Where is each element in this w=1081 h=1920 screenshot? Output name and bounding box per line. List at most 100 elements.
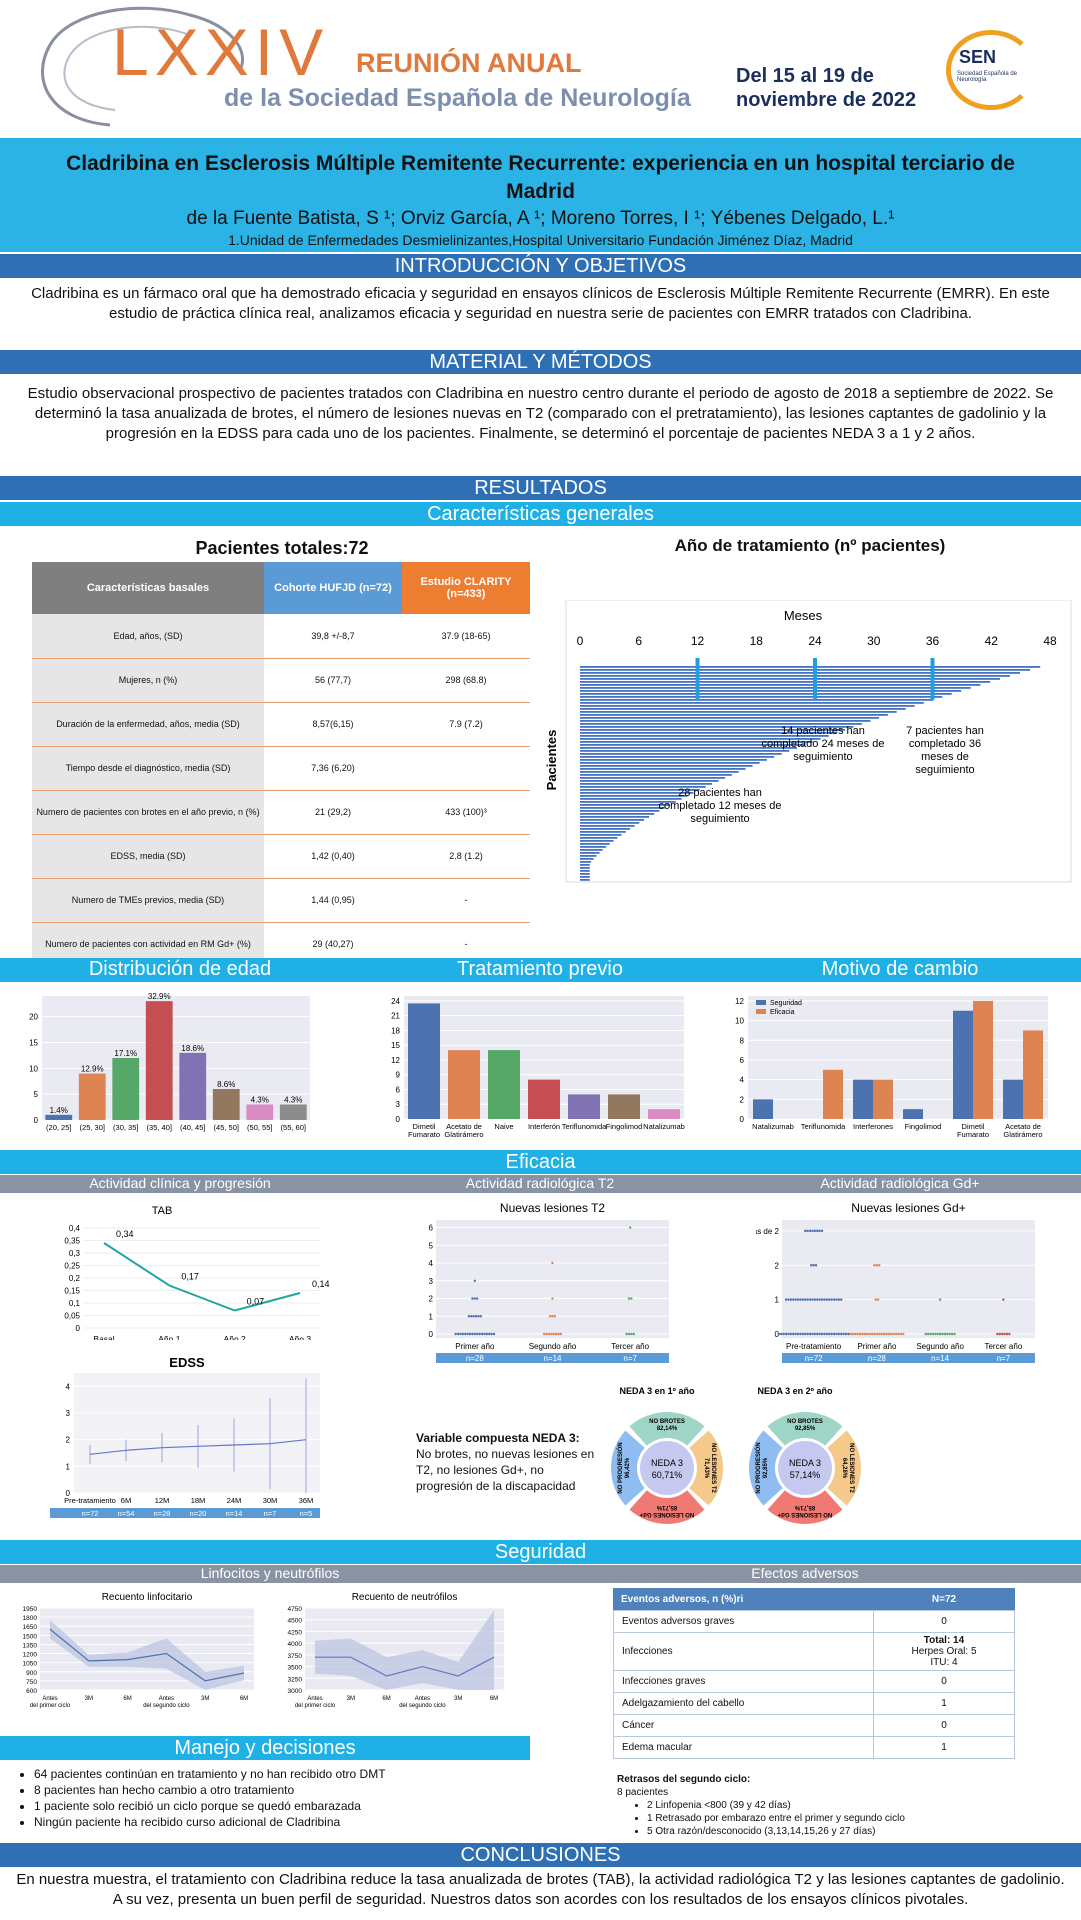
ae-header-1: Eventos adversos, n (%)ri bbox=[621, 1593, 744, 1605]
data-point bbox=[840, 1298, 843, 1301]
data-point bbox=[628, 1226, 632, 1229]
data-point bbox=[557, 1332, 560, 1336]
y-tick: 0,15 bbox=[64, 1287, 80, 1296]
x-tick: 0 bbox=[577, 634, 584, 648]
data-point bbox=[801, 1332, 805, 1336]
y-tick: 1800 bbox=[23, 1615, 38, 1622]
neda-label-bottom: NO LESIONES Gd+85,71% bbox=[639, 1504, 694, 1517]
list-item: 64 pacientes continúan en tratamiento y … bbox=[34, 1766, 586, 1782]
y-tick: 0 bbox=[34, 1116, 39, 1125]
intro-text: Cladribina es un fármaco oral que ha dem… bbox=[31, 285, 1050, 322]
y-tick: 3750 bbox=[288, 1653, 303, 1660]
tab-line-chart: TAB 0 0,05 0,1 0,15 0,2 0,25 0,3 0,35 0,4 0,34 0,17… bbox=[64, 1205, 329, 1340]
baseline-cell: 2.8 (1.2) bbox=[402, 834, 530, 879]
patient-bar bbox=[580, 690, 962, 692]
conference-dates: Del 15 al 19 de noviembre de 2022 bbox=[736, 65, 917, 111]
n-label: n=20 bbox=[190, 1509, 207, 1518]
data-point bbox=[847, 1332, 850, 1336]
n-label: n=54 bbox=[118, 1509, 135, 1518]
neda-label-right: NO LESIONES T264,28% bbox=[841, 1443, 854, 1493]
list-item: 5 Otra razón/desconocido (3,13,14,15,26 … bbox=[647, 1825, 905, 1838]
data-point bbox=[799, 1332, 802, 1336]
data-point bbox=[842, 1332, 845, 1336]
patient-bar bbox=[580, 828, 631, 830]
neda-segment-left bbox=[749, 1430, 783, 1506]
ae-row: Infecciones Total: 14 Herpes Oral: 5 ITU: 4 bbox=[613, 1632, 1015, 1671]
data-point bbox=[832, 1332, 836, 1336]
patient-bar bbox=[580, 834, 622, 836]
x-tick: Dimetil Fumarato bbox=[957, 1122, 989, 1139]
data-point bbox=[876, 1298, 880, 1301]
ae-header-2: N=72 bbox=[931, 1593, 957, 1605]
neda-label-left: NO PROGRESIÓN96,42% bbox=[616, 1442, 631, 1493]
methods-text: Estudio observacional prospectivo de pac… bbox=[27, 385, 1054, 442]
baseline-row: Duración de la enfermedad, años, media (… bbox=[32, 702, 530, 747]
patient-bar bbox=[580, 822, 640, 824]
x-tick: 3M bbox=[347, 1696, 355, 1702]
row2-band bbox=[0, 958, 1081, 982]
y-axis-label: Pacientes bbox=[544, 730, 559, 791]
y-tick: 0 bbox=[396, 1115, 401, 1124]
manage-list: 64 pacientes continúan en tratamiento y … bbox=[26, 1766, 586, 1830]
n-label: n=7 bbox=[264, 1509, 277, 1518]
data-point bbox=[820, 1229, 824, 1233]
y-tick: 1200 bbox=[23, 1652, 38, 1659]
patient-bar bbox=[580, 798, 682, 800]
patient-bar bbox=[580, 702, 924, 704]
x-tick: Año 1 bbox=[158, 1334, 180, 1340]
x-tick: Antes del segundo ciclo bbox=[399, 1696, 446, 1709]
x-tick: Interferón bbox=[528, 1122, 560, 1131]
patient-bar bbox=[580, 741, 813, 743]
data-point bbox=[461, 1332, 465, 1336]
bar bbox=[448, 1050, 480, 1119]
baseline-cell: 56 (77,7) bbox=[264, 658, 402, 703]
milestone-marker bbox=[930, 658, 935, 700]
x-tick: (55, 60] bbox=[281, 1123, 306, 1132]
patient-bar bbox=[580, 735, 829, 737]
x-tick: 6M bbox=[121, 1496, 131, 1505]
data-point bbox=[840, 1332, 843, 1336]
ae-row: Infecciones graves 0 bbox=[613, 1670, 1015, 1693]
y-tick: 0 bbox=[775, 1330, 780, 1339]
mean-line bbox=[49, 1628, 245, 1682]
data-point bbox=[804, 1229, 807, 1233]
x-tick: 12 bbox=[691, 634, 705, 648]
neda-center-label: NEDA 3 bbox=[651, 1458, 683, 1468]
baseline-row: EDSS, media (SD) 1,42 (0,40) 2.8 (1.2) bbox=[32, 834, 530, 879]
data-point bbox=[818, 1229, 821, 1233]
baseline-header-1: Características basales bbox=[32, 562, 264, 614]
n-label: n=28 bbox=[868, 1354, 887, 1363]
data-point bbox=[812, 1264, 815, 1267]
ci-band bbox=[50, 1620, 244, 1690]
patient-bar bbox=[580, 705, 915, 707]
data-point bbox=[813, 1332, 817, 1336]
patient-bar bbox=[580, 870, 590, 872]
data-point bbox=[929, 1332, 932, 1336]
data-point bbox=[464, 1332, 467, 1336]
data-point bbox=[799, 1298, 802, 1301]
data-point bbox=[996, 1332, 999, 1336]
baseline-cell: 8,57(6,15) bbox=[264, 702, 402, 747]
patient-bar bbox=[580, 762, 760, 764]
baseline-cell: 1,42 (0,40) bbox=[264, 834, 402, 879]
y-tick: 0 bbox=[66, 1489, 71, 1498]
ae-row: Cáncer 0 bbox=[613, 1714, 1015, 1737]
neda-label-top: NO BROTES 92,85% bbox=[787, 1419, 823, 1432]
legend-entry: Eficacia bbox=[770, 1009, 795, 1016]
data-point bbox=[471, 1332, 474, 1336]
baseline-cell: Mujeres, n (%) bbox=[32, 658, 264, 703]
patient-bar bbox=[580, 774, 732, 776]
x-tick: Natalizumab bbox=[752, 1122, 794, 1131]
efficacy-subbar bbox=[0, 1175, 1081, 1193]
data-point bbox=[873, 1332, 876, 1336]
data-point bbox=[554, 1332, 558, 1336]
data-point bbox=[789, 1298, 793, 1301]
patient-bar bbox=[580, 825, 635, 827]
y-tick: 12 bbox=[391, 1056, 400, 1065]
edss-line bbox=[89, 1439, 307, 1455]
baseline-cell: 21 (29,2) bbox=[264, 790, 402, 835]
neda-label-bottom: NO LESIONES Gd+85,71% bbox=[777, 1504, 832, 1517]
n-label: n=28 bbox=[466, 1354, 485, 1363]
y-tick: 1650 bbox=[23, 1624, 38, 1631]
baseline-row: Numero de TMEs previos, media (SD) 1,44 (… bbox=[32, 878, 530, 923]
